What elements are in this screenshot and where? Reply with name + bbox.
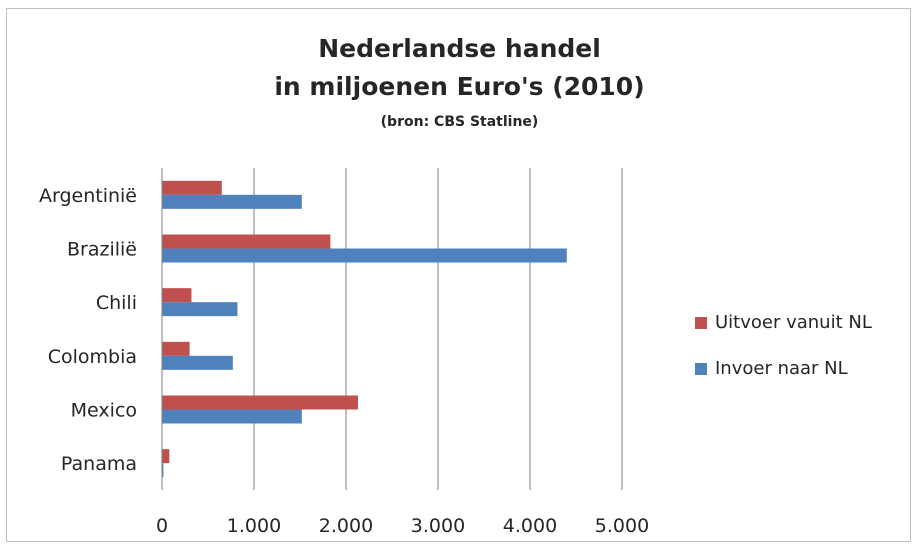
chart-title-line2: in miljoenen Euro's (2010) xyxy=(274,72,645,101)
bar-invoer xyxy=(162,409,302,424)
legend-swatch xyxy=(695,317,707,329)
chart-subtitle: (bron: CBS Statline) xyxy=(380,114,539,130)
bar-invoer xyxy=(162,463,164,478)
legend-label: Invoer naar NL xyxy=(715,358,848,379)
bar-uitvoer xyxy=(162,234,331,249)
chart-title: Nederlandse handel xyxy=(318,34,601,63)
x-tick-label: 1.000 xyxy=(227,515,281,537)
x-tick-label: 5.000 xyxy=(595,515,649,537)
bar-uitvoer xyxy=(162,180,222,195)
category-label: Chili xyxy=(96,292,137,314)
x-tick-label: 0 xyxy=(156,515,168,537)
bar-invoer xyxy=(162,355,233,370)
x-tick-label: 4.000 xyxy=(503,515,557,537)
x-tick-label: 3.000 xyxy=(411,515,465,537)
category-label: Mexico xyxy=(71,400,137,422)
chart-frame xyxy=(6,8,911,542)
bar-invoer xyxy=(162,248,567,263)
bar-invoer xyxy=(162,302,238,317)
bar-uitvoer xyxy=(162,341,190,356)
category-label: Brazilië xyxy=(67,239,137,261)
legend-label: Uitvoer vanuit NL xyxy=(715,312,872,333)
bar-uitvoer xyxy=(162,395,358,410)
legend-swatch xyxy=(695,363,707,375)
x-tick-label: 2.000 xyxy=(319,515,373,537)
category-label: Colombia xyxy=(48,346,137,368)
bar-uitvoer xyxy=(162,288,192,303)
category-label: Panama xyxy=(61,453,137,475)
bar-invoer xyxy=(162,194,302,209)
category-label: Argentinië xyxy=(39,185,137,207)
bar-uitvoer xyxy=(162,449,170,464)
